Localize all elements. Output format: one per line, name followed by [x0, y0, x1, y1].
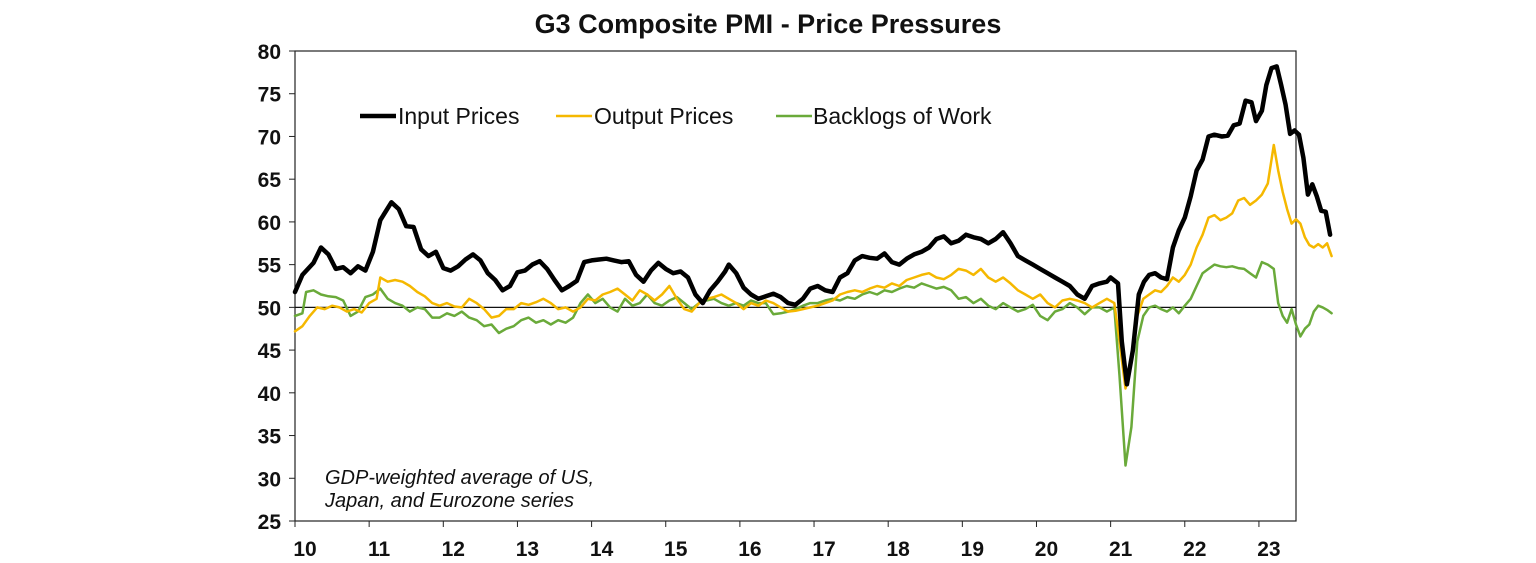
y-tick-label-75: 75	[258, 84, 282, 107]
x-tick-label-23: 23	[1257, 538, 1280, 561]
annotation-line-1: GDP-weighted average of US,	[325, 467, 594, 489]
x-tick-label-11: 11	[368, 538, 391, 561]
legend: Input Prices Output Prices Backlogs of W…	[360, 103, 992, 129]
chart-title: G3 Composite PMI - Price Pressures	[535, 9, 1002, 39]
y-tick-label-70: 70	[258, 126, 281, 149]
x-tick-label-13: 13	[516, 538, 539, 561]
x-tick-label-17: 17	[812, 538, 835, 561]
x-tick-label-16: 16	[738, 538, 761, 561]
y-tick-label-45: 45	[258, 340, 282, 363]
y-tick-label-65: 65	[258, 169, 282, 192]
series-line-input-prices	[292, 64, 1333, 387]
x-tick-label-21: 21	[1109, 538, 1133, 561]
x-axis-ticks: 10 11 12 13 14 15 16 17 18 19 20 21 22 23	[293, 521, 1281, 561]
x-tick-label-18: 18	[887, 538, 911, 561]
series-line-output-prices	[293, 143, 1333, 390]
plot-area-frame	[294, 50, 1297, 522]
legend-label-output-prices: Output Prices	[594, 103, 733, 129]
y-tick-label-35: 35	[258, 426, 282, 449]
y-tick-label-80: 80	[258, 41, 281, 64]
x-tick-label-14: 14	[590, 538, 614, 561]
y-axis-ticks: 25 30 35 40 45 50 55 60 65 70 75 80	[258, 41, 295, 534]
x-tick-label-20: 20	[1035, 538, 1058, 561]
x-tick-label-19: 19	[961, 538, 984, 561]
legend-label-input-prices: Input Prices	[398, 103, 519, 129]
series-line-backlogs-of-work	[293, 260, 1333, 467]
x-tick-label-15: 15	[664, 538, 688, 561]
series-layer	[292, 64, 1333, 467]
y-tick-label-55: 55	[258, 255, 282, 278]
y-tick-label-60: 60	[258, 212, 281, 235]
x-tick-label-10: 10	[293, 538, 316, 561]
x-tick-label-22: 22	[1183, 538, 1206, 561]
y-tick-label-40: 40	[258, 383, 281, 406]
y-tick-label-30: 30	[258, 468, 281, 491]
y-tick-label-50: 50	[258, 297, 281, 320]
annotation-line-2: Japan, and Eurozone series	[324, 490, 574, 512]
y-tick-label-25: 25	[258, 511, 282, 534]
legend-label-backlogs-of-work: Backlogs of Work	[813, 103, 992, 129]
x-tick-label-12: 12	[442, 538, 465, 561]
